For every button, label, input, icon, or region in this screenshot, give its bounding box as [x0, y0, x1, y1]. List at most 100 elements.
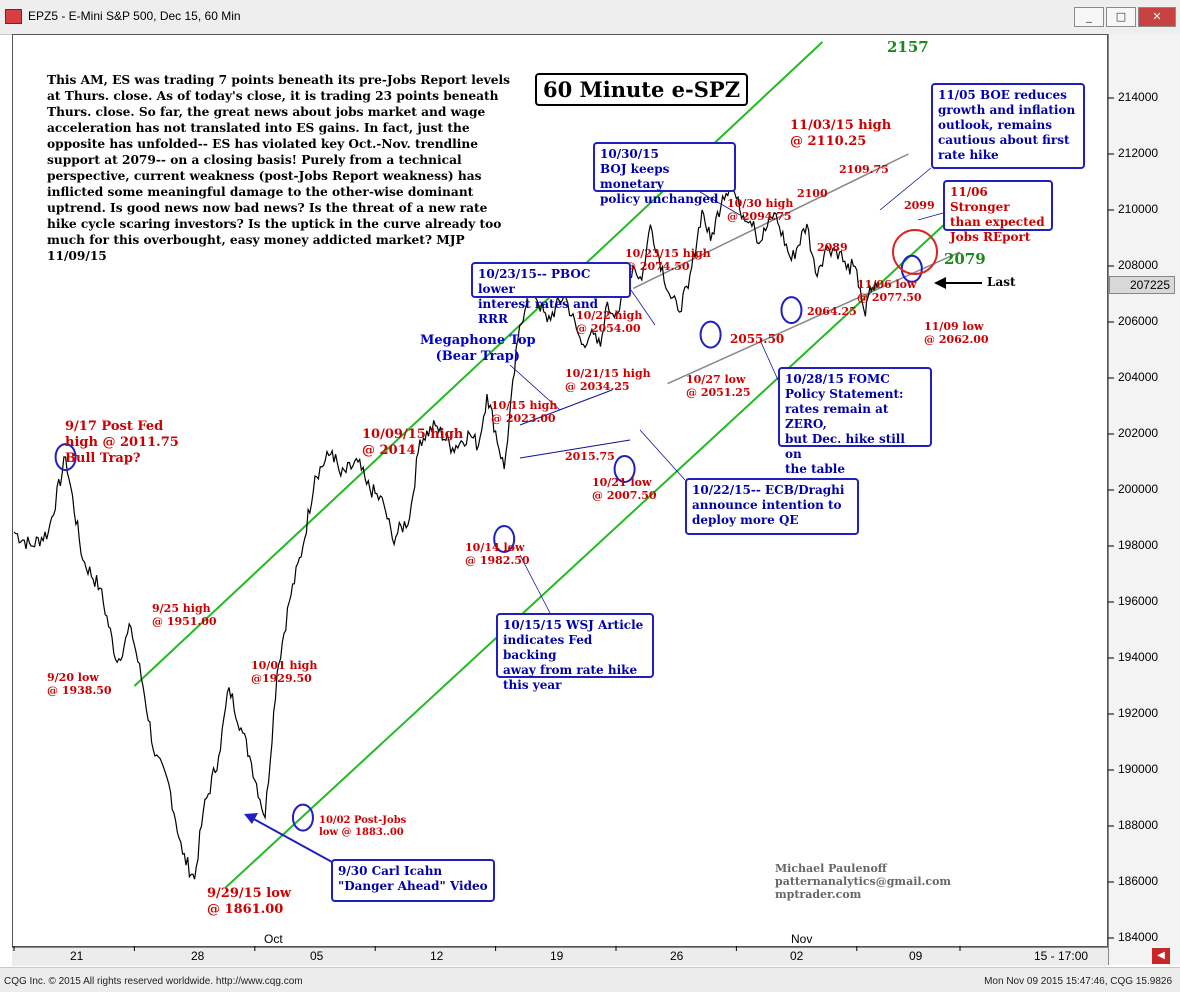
trendline-label-upper: 2157 [887, 38, 929, 56]
price-label: 10/15 high @ 2023.00 [491, 399, 558, 425]
pivot-circle [493, 525, 516, 553]
pivot-circle [613, 455, 636, 483]
callout-pboc: 10/23/15-- PBOC lower interest rates and… [471, 262, 631, 326]
trendline-label-lower: 2079 [944, 250, 986, 268]
callout-connector [630, 289, 656, 326]
trendline [632, 153, 909, 290]
price-label: 10/14 low @ 1982.50 [465, 541, 530, 567]
pivot-circle [780, 296, 803, 325]
callout-connector [699, 191, 741, 216]
callout-icahn: 9/30 Carl Icahn "Danger Ahead" Video [331, 859, 495, 902]
icahn-arrow-head [244, 813, 258, 824]
price-label: 2064.25 [807, 305, 857, 318]
callout-fomc: 10/28/15 FOMC Policy Statement: rates re… [778, 367, 932, 476]
price-label: 11/03/15 high @ 2110.25 [790, 118, 892, 149]
callout-connector [759, 339, 779, 381]
author-credit: Michael Paulenoff patternanalytics@gmail… [775, 862, 952, 901]
price-label: 2055.50 [730, 332, 785, 346]
x-tick-label: 05 [310, 949, 324, 963]
price-label: 10/21 low @ 2007.50 [592, 476, 657, 502]
y-tick-label: 208000 [1118, 258, 1159, 272]
y-tick-label: 210000 [1118, 202, 1159, 216]
price-label: 11/09 low @ 2062.00 [924, 320, 989, 346]
y-tick-label: 206000 [1118, 314, 1159, 328]
timestamp-text: Mon Nov 09 2015 15:47:46, CQG 15.9826 [984, 976, 1172, 987]
pattern-label: Megaphone Top (Bear Trap) [420, 333, 536, 364]
y-tick-label: 200000 [1118, 482, 1159, 496]
callout-connector [519, 554, 551, 614]
scroll-right-icon[interactable]: ◀ [1152, 948, 1170, 964]
pivot-circle [291, 803, 314, 832]
pivot-circle [54, 443, 77, 472]
commentary-text: This AM, ES was trading 7 points beneath… [47, 73, 510, 263]
trendline [224, 209, 961, 889]
price-label: 11/06 low @ 2077.50 [857, 278, 922, 304]
price-label: 2099 [904, 199, 935, 212]
x-tick-label: 28 [191, 949, 205, 963]
y-axis-bar[interactable] [1108, 34, 1180, 965]
price-series-line [13, 180, 878, 880]
chart-title: 60 Minute e-SPZ [535, 73, 749, 106]
icahn-arrow-shaft [251, 817, 333, 863]
y-tick-label: 198000 [1118, 538, 1159, 552]
callout-jobs: 11/06 Stronger than expected Jobs REport [943, 180, 1053, 244]
price-label: 2109.75 [839, 163, 889, 176]
callout-wsj: 10/15/15 WSJ Article indicates Fed backi… [496, 613, 654, 692]
price-label: 10/21/15 high @ 2034.25 [565, 367, 651, 393]
x-tick-label: 19 [550, 949, 564, 963]
x-tick-label: 12 [430, 949, 444, 963]
x-tick-label: 15 - 17:00 [1034, 949, 1089, 963]
price-label: 9/20 low @ 1938.50 [47, 671, 112, 697]
last-label: Last [987, 275, 1016, 289]
x-tick-label: 26 [670, 949, 684, 963]
window-title: EPZ5 - E-Mini S&P 500, Dec 15, 60 Min [28, 9, 241, 23]
y-tick-label: 194000 [1118, 650, 1159, 664]
y-tick-label: 204000 [1118, 370, 1159, 384]
last-arrow-head [934, 277, 946, 289]
price-label: 9/25 high @ 1951.00 [152, 602, 217, 628]
month-label-nov: Nov [791, 932, 813, 946]
price-label: 10/09/15 high @ 2014 [362, 427, 464, 458]
status-bar: CQG Inc. © 2015 All rights reserved worl… [0, 967, 1180, 992]
y-tick-label: 186000 [1118, 874, 1159, 888]
callout-boj: 10/30/15 BOJ keeps monetary policy uncha… [593, 142, 736, 206]
y-tick-label: 192000 [1118, 706, 1159, 720]
x-tick-label: 09 [909, 949, 923, 963]
close-button[interactable]: ✕ [1138, 7, 1176, 27]
callout-connector [509, 364, 561, 411]
callout-ecb: 10/22/15-- ECB/Draghi announce intention… [685, 478, 859, 535]
megaphone-line [519, 389, 613, 426]
y-tick-label: 190000 [1118, 762, 1159, 776]
y-tick-label: 188000 [1118, 818, 1159, 832]
y-tick-label: 214000 [1118, 90, 1159, 104]
price-label: 10/22 high @ 2054.00 [576, 309, 643, 335]
window-titlebar: EPZ5 - E-Mini S&P 500, Dec 15, 60 Min _ … [0, 0, 1180, 35]
price-label: 9/17 Post Fed high @ 2011.75 Bull Trap? [65, 419, 179, 466]
y-tick-label: 184000 [1118, 930, 1159, 944]
app-icon [5, 9, 22, 24]
y-tick-label: 212000 [1118, 146, 1159, 160]
megaphone-line [519, 439, 631, 459]
copyright-text: CQG Inc. © 2015 All rights reserved worl… [4, 976, 303, 987]
x-axis-bar[interactable] [12, 947, 1108, 966]
x-tick-label: 02 [790, 949, 804, 963]
callout-connector [879, 167, 932, 211]
maximize-button[interactable]: □ [1106, 7, 1136, 27]
y-tick-label: 196000 [1118, 594, 1159, 608]
month-label-oct: Oct [264, 932, 283, 946]
price-label: 10/01 high @1929.50 [251, 659, 318, 685]
callout-connector [639, 429, 686, 481]
x-tick-label: 21 [70, 949, 84, 963]
price-label: 10/23/15 high @ 2074.50 [625, 247, 711, 273]
pivot-circle [699, 320, 722, 349]
price-label: 2015.75 [565, 450, 615, 463]
jobs-report-circle [892, 229, 938, 275]
price-label: 9/29/15 low @ 1861.00 [207, 886, 292, 917]
minimize-button[interactable]: _ [1074, 7, 1104, 27]
callout-connector [917, 212, 944, 221]
price-label: 2089 [817, 241, 848, 254]
price-label: 10/02 Post-Jobs low @ 1883..00 [319, 815, 407, 838]
last-price-marker: 207225 [1109, 276, 1175, 294]
chart-plot-area[interactable] [12, 34, 1108, 947]
price-label: 10/30 high @ 2094.75 [727, 197, 794, 223]
